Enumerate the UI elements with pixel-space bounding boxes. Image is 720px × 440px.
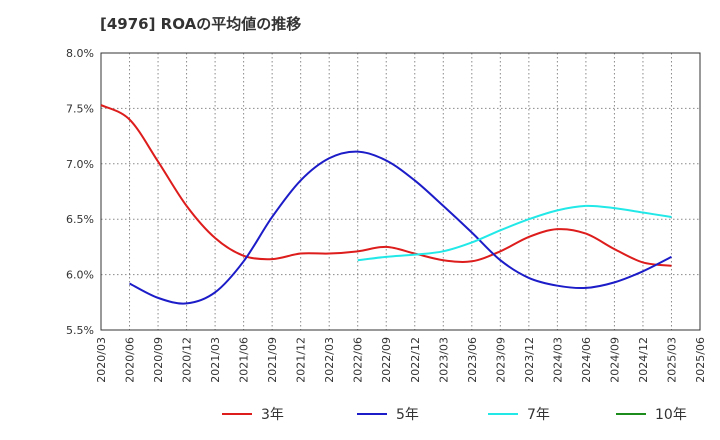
x-tick-label: 2022/09 (380, 337, 393, 383)
x-tick-label: 2020/03 (95, 337, 108, 383)
y-tick-label: 7.0% (66, 158, 94, 171)
x-tick-label: 2024/06 (580, 337, 593, 383)
x-tick-label: 2020/12 (181, 337, 194, 383)
x-tick-label: 2021/09 (266, 337, 279, 383)
plot-area (100, 52, 701, 331)
series-line-1 (100, 104, 672, 267)
legend: 3年 5年 7年 10年 (222, 407, 687, 423)
x-tick-label: 2023/03 (437, 337, 450, 383)
y-tick-label: 6.5% (66, 213, 94, 226)
series-line-3 (357, 204, 672, 262)
legend-label-1: 3年 (261, 407, 284, 423)
x-tick-label: 2023/12 (523, 337, 536, 383)
grid (101, 52, 700, 331)
x-tick-label: 2021/03 (209, 337, 222, 383)
legend-label-4: 10年 (655, 407, 687, 423)
x-tick-label: 2025/06 (694, 337, 707, 383)
x-tick-label: 2024/03 (551, 337, 564, 383)
x-tick-label: 2022/03 (323, 337, 336, 383)
y-tick-label: 6.0% (66, 269, 94, 282)
x-tick-label: 2024/09 (608, 337, 621, 383)
y-tick-label: 5.5% (66, 324, 94, 337)
y-axis: 5.5% 6.0% 6.5% 7.0% 7.5% 8.0% (66, 47, 94, 337)
x-tick-label: 2020/06 (124, 337, 137, 383)
x-tick-label: 2021/12 (295, 337, 308, 383)
x-tick-label: 2020/09 (152, 337, 165, 383)
x-tick-label: 2022/12 (409, 337, 422, 383)
x-tick-label: 2024/12 (637, 337, 650, 383)
y-tick-label: 8.0% (66, 47, 94, 60)
x-tick-label: 2023/09 (494, 337, 507, 383)
x-tick-label: 2021/06 (238, 337, 251, 383)
y-tick-label: 7.5% (66, 102, 94, 115)
legend-label-2: 5年 (396, 407, 419, 423)
x-axis: 2020/03 2020/06 2020/09 2020/12 2021/03 2021/… (95, 337, 707, 383)
chart-title: [4976] ROAの平均値の推移 (100, 15, 302, 33)
x-tick-label: 2025/03 (665, 337, 678, 383)
series (100, 104, 672, 305)
series-line-2 (129, 150, 672, 305)
legend-label-3: 7年 (527, 407, 550, 423)
x-tick-label: 2022/06 (352, 337, 365, 383)
x-tick-label: 2023/06 (466, 337, 479, 383)
